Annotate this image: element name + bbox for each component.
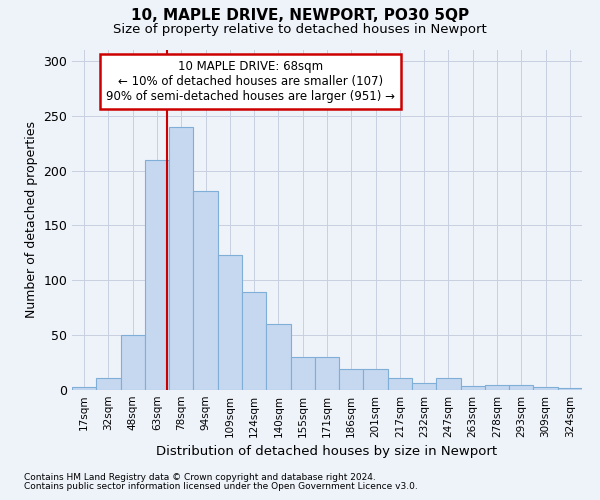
- Bar: [266, 324, 290, 390]
- Bar: [509, 384, 533, 390]
- Bar: [96, 378, 121, 390]
- Bar: [218, 255, 242, 390]
- Text: Size of property relative to detached houses in Newport: Size of property relative to detached ho…: [113, 22, 487, 36]
- Bar: [388, 378, 412, 390]
- Bar: [242, 292, 266, 390]
- Bar: [290, 357, 315, 390]
- Text: 10, MAPLE DRIVE, NEWPORT, PO30 5QP: 10, MAPLE DRIVE, NEWPORT, PO30 5QP: [131, 8, 469, 22]
- Bar: [169, 127, 193, 390]
- Bar: [485, 384, 509, 390]
- Bar: [339, 369, 364, 390]
- Bar: [436, 378, 461, 390]
- Bar: [315, 357, 339, 390]
- Bar: [412, 384, 436, 390]
- Bar: [533, 386, 558, 390]
- Bar: [461, 386, 485, 390]
- Text: Contains HM Land Registry data © Crown copyright and database right 2024.: Contains HM Land Registry data © Crown c…: [24, 474, 376, 482]
- Bar: [121, 335, 145, 390]
- Bar: [145, 160, 169, 390]
- Bar: [364, 369, 388, 390]
- Text: 10 MAPLE DRIVE: 68sqm
← 10% of detached houses are smaller (107)
90% of semi-det: 10 MAPLE DRIVE: 68sqm ← 10% of detached …: [106, 60, 395, 103]
- Text: Contains public sector information licensed under the Open Government Licence v3: Contains public sector information licen…: [24, 482, 418, 491]
- Y-axis label: Number of detached properties: Number of detached properties: [25, 122, 38, 318]
- Bar: [72, 386, 96, 390]
- Bar: [193, 192, 218, 390]
- X-axis label: Distribution of detached houses by size in Newport: Distribution of detached houses by size …: [157, 446, 497, 458]
- Bar: [558, 388, 582, 390]
